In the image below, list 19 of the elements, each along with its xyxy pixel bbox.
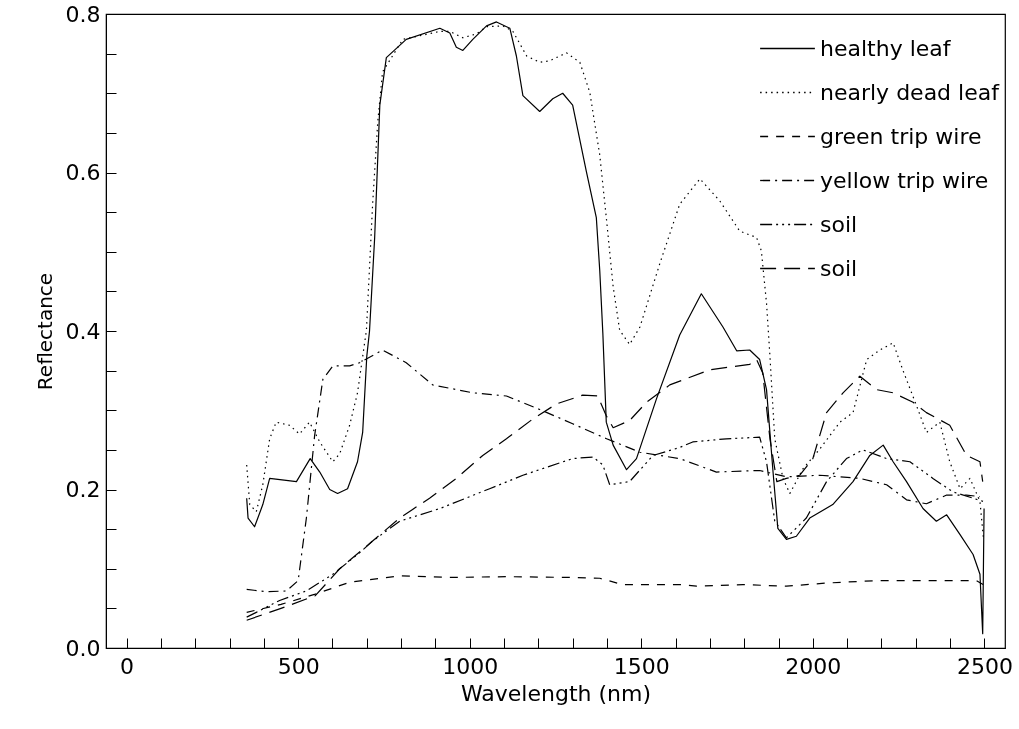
y-tick-label: 0.8 [65, 1, 101, 27]
x-axis-title: Wavelength (nm) [460, 680, 652, 706]
y-tick-label: 0.2 [65, 477, 101, 502]
x-tick-label: 2000 [785, 653, 842, 679]
y-axis-title: Reflectance [32, 272, 57, 391]
x-tick-label: 500 [277, 653, 320, 679]
legend-label: yellow trip wire [820, 167, 989, 193]
y-tick-label: 0.0 [65, 635, 101, 661]
y-tick-label: 0.6 [65, 160, 101, 185]
x-tick-label: 0 [120, 653, 135, 679]
legend-label: soil [820, 255, 858, 281]
x-tick-label: 1500 [613, 653, 670, 679]
y-tick-label: 0.4 [65, 318, 101, 344]
x-tick-label: 1000 [442, 653, 499, 679]
legend-label: green trip wire [820, 123, 982, 149]
legend-label: healthy leaf [820, 35, 952, 61]
legend-label: soil [820, 211, 858, 237]
legend-label: nearly dead leaf [820, 79, 1001, 105]
x-tick-label: 2500 [956, 653, 1013, 679]
